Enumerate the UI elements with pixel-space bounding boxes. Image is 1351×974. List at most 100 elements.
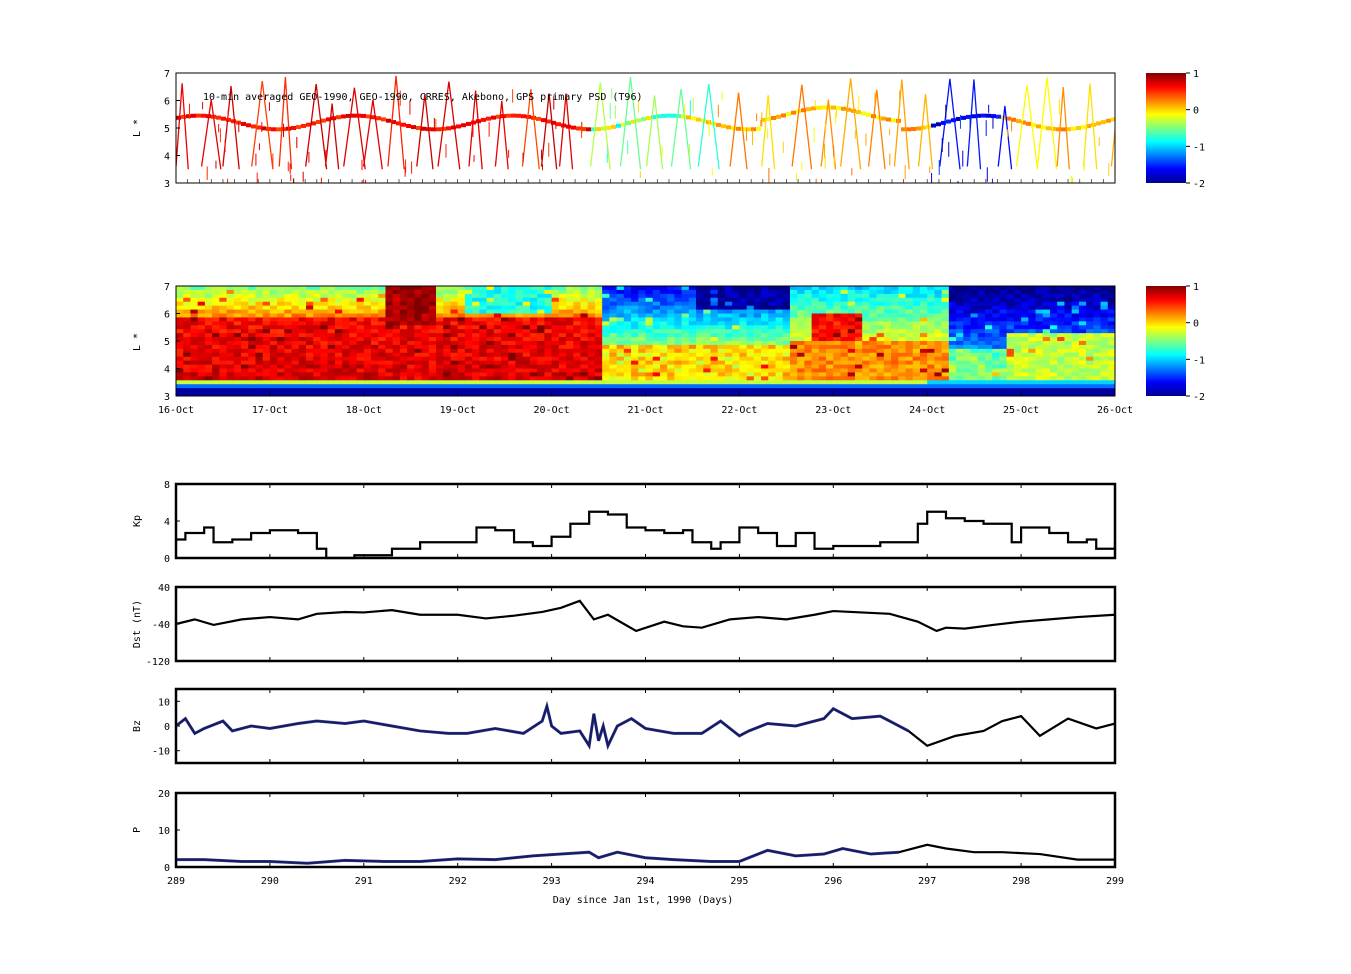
heatmap-cell <box>197 289 206 295</box>
heatmap-cell <box>609 356 618 362</box>
heatmap-cell <box>1064 321 1073 326</box>
heatmap-cell <box>688 325 697 330</box>
heatmap-cell <box>941 301 950 307</box>
heatmap-cell <box>399 352 408 358</box>
heatmap-cell <box>609 297 618 303</box>
heatmap-cell <box>1078 388 1087 393</box>
heatmap-cell <box>775 325 784 330</box>
heatmap-cell <box>696 348 704 354</box>
heatmap-cell <box>212 286 220 291</box>
heatmap-cell <box>226 313 235 319</box>
heatmap-cell <box>262 380 271 385</box>
heatmap-cell <box>399 325 408 330</box>
heatmap-cell <box>558 356 567 362</box>
heatmap-cell <box>544 344 553 350</box>
heatmap-cell <box>255 372 264 377</box>
heatmap-cell <box>1035 333 1044 338</box>
heatmap-cell <box>385 286 394 291</box>
heatmap-cell <box>522 313 531 319</box>
heatmap-cell <box>631 321 639 326</box>
heatmap-cell <box>724 289 733 295</box>
heatmap-cell <box>183 388 192 393</box>
heatmap-cell <box>508 321 517 326</box>
heatmap-cell <box>674 286 683 291</box>
heatmap-cell <box>197 364 206 370</box>
heatmap-cell <box>912 372 921 377</box>
heatmap-cell <box>306 301 314 307</box>
heatmap-cell <box>342 372 350 377</box>
heatmap-cell <box>833 360 842 366</box>
heatmap-cell <box>371 305 379 311</box>
heatmap-cell <box>696 392 704 396</box>
heatmap-cell <box>753 348 762 354</box>
x-axis-label: Day since Jan 1st, 1990 (Days) <box>553 895 734 906</box>
heatmap-cell <box>818 297 827 303</box>
heatmap-cell <box>392 289 401 295</box>
heatmap-cell <box>674 392 683 396</box>
heatmap-cell <box>493 286 502 291</box>
heatmap-cell <box>269 286 278 291</box>
heatmap-cell <box>212 364 220 370</box>
heatmap-cell <box>919 329 928 334</box>
heatmap-cell <box>775 380 784 385</box>
heatmap-cell <box>898 392 907 396</box>
heatmap-cell <box>1107 388 1115 393</box>
heatmap-cell <box>1107 364 1115 370</box>
geo-track-segment <box>231 119 236 124</box>
heatmap-cell <box>609 388 618 393</box>
ytick-label: 4 <box>164 152 170 163</box>
heatmap-cell <box>544 325 553 330</box>
heatmap-cell <box>421 289 430 295</box>
heatmap-cell <box>313 352 322 358</box>
heatmap-cell <box>501 380 509 385</box>
geo-track-segment <box>726 125 731 130</box>
heatmap-cell <box>717 364 726 370</box>
heatmap-cell <box>862 352 871 358</box>
heatmap-cell <box>616 313 625 319</box>
heatmap-cell <box>508 297 517 303</box>
ytick-label: 5 <box>164 124 170 135</box>
heatmap-cell <box>956 329 964 334</box>
heatmap-cell <box>501 305 509 311</box>
heatmap-cell <box>573 317 582 322</box>
heatmap-cell <box>789 309 798 315</box>
heatmap-cell <box>876 337 885 342</box>
heatmap-cell <box>999 286 1008 291</box>
heatmap-cell <box>631 388 639 393</box>
heatmap-cell <box>1049 321 1058 326</box>
heatmap-cell <box>623 341 632 346</box>
heatmap-cell <box>862 344 871 350</box>
heatmap-cell <box>1071 372 1080 377</box>
heatmap-cell <box>818 368 827 374</box>
heatmap-cell <box>479 329 488 334</box>
heatmap-cell <box>356 309 365 315</box>
heatmap-cell <box>732 384 740 389</box>
heatmap-cell <box>594 297 603 303</box>
heatmap-cell <box>327 317 336 322</box>
heatmap-cell <box>356 293 365 299</box>
heatmap-cell <box>609 309 618 315</box>
heatmap-cell <box>371 376 379 381</box>
geo-track-segment <box>816 105 821 110</box>
heatmap-cell <box>927 384 936 389</box>
geo-track-segment <box>916 126 921 131</box>
heatmap-cell <box>703 321 712 326</box>
heatmap-cell <box>818 376 827 381</box>
heatmap-cell <box>472 384 480 389</box>
heatmap-cell <box>1028 360 1037 366</box>
heatmap-cell <box>204 297 213 303</box>
heatmap-cell <box>342 305 350 311</box>
heatmap-cell <box>999 376 1008 381</box>
heatmap-cell <box>486 376 495 381</box>
heatmap-cell <box>399 293 408 299</box>
heatmap-cell <box>1042 321 1051 326</box>
heatmap-cell <box>883 313 892 319</box>
heatmap-cell <box>739 309 748 315</box>
heatmap-cell <box>732 309 740 315</box>
heatmap-cell <box>443 333 452 338</box>
heatmap-cell <box>327 333 336 338</box>
heatmap-cell <box>609 293 618 299</box>
heatmap-cell <box>269 313 278 319</box>
heatmap-cell <box>349 321 358 326</box>
heatmap-cell <box>652 301 661 307</box>
